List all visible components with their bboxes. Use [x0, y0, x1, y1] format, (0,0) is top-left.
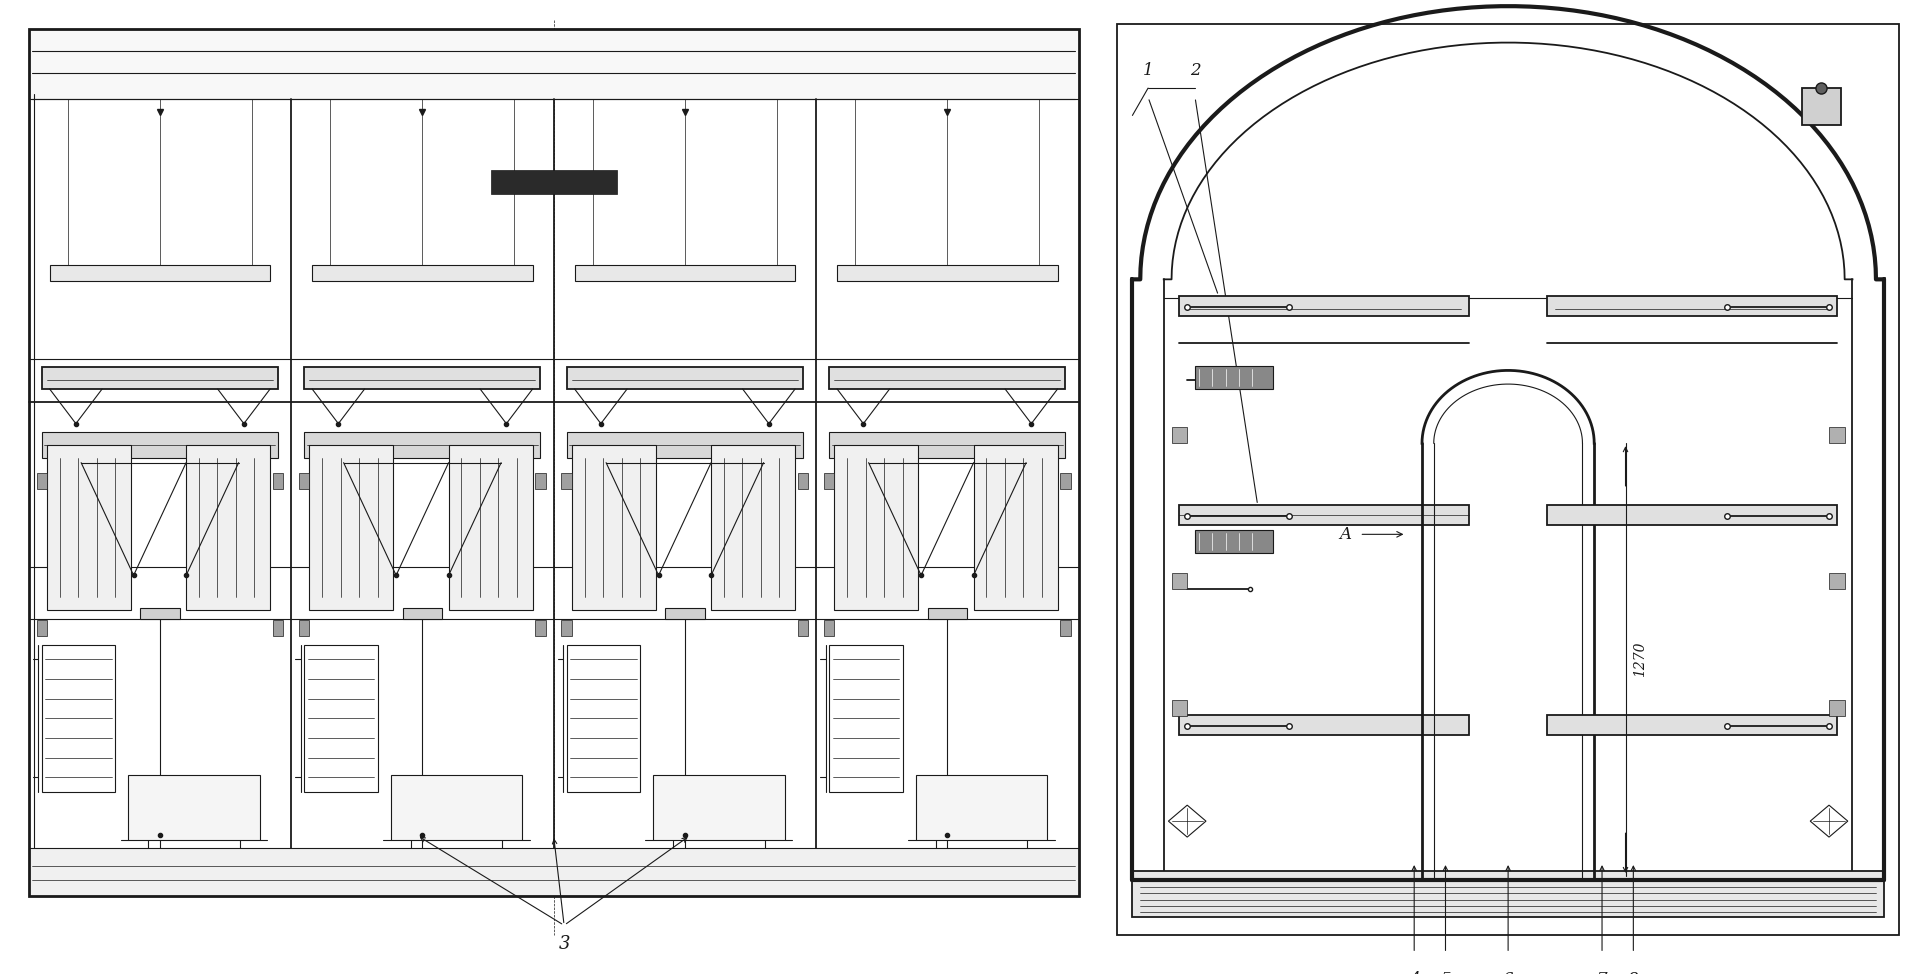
Bar	[535, 473, 546, 489]
Bar	[561, 473, 573, 489]
Text: 1: 1	[1143, 62, 1153, 79]
Bar	[1180, 506, 1470, 525]
Bar	[185, 445, 269, 610]
Bar	[573, 445, 657, 610]
Bar	[1829, 427, 1844, 443]
Bar	[798, 473, 808, 489]
Bar	[50, 265, 269, 281]
Bar	[304, 432, 540, 459]
Bar	[29, 848, 1079, 896]
Bar	[567, 367, 804, 389]
Bar	[1132, 872, 1884, 917]
Bar	[1180, 715, 1470, 734]
Bar	[1172, 700, 1187, 717]
Bar	[535, 620, 546, 636]
Bar	[829, 432, 1065, 459]
Bar	[974, 445, 1058, 610]
Bar	[1829, 700, 1844, 717]
Text: 8: 8	[1628, 971, 1638, 974]
Bar	[29, 29, 1079, 896]
Bar	[567, 432, 804, 459]
Bar	[42, 645, 115, 792]
Bar	[300, 620, 309, 636]
Bar	[710, 445, 794, 610]
Bar	[567, 645, 640, 792]
Bar	[1829, 573, 1844, 589]
Bar	[928, 609, 968, 618]
Bar	[309, 445, 393, 610]
Bar	[825, 620, 834, 636]
Text: A: A	[1340, 526, 1352, 543]
Text: 6: 6	[1502, 971, 1514, 974]
Text: 3: 3	[557, 935, 571, 953]
Bar	[653, 774, 785, 840]
Bar	[449, 445, 533, 610]
Bar	[829, 645, 903, 792]
Bar	[836, 265, 1058, 281]
Bar	[1117, 24, 1899, 935]
Bar	[273, 473, 283, 489]
Bar	[1059, 620, 1071, 636]
Text: 7: 7	[1596, 971, 1607, 974]
Bar	[42, 432, 279, 459]
Bar	[1172, 573, 1187, 589]
Bar	[1059, 473, 1071, 489]
Bar	[139, 609, 179, 618]
Text: 4: 4	[1409, 971, 1420, 974]
Bar	[128, 774, 260, 840]
Bar	[311, 265, 533, 281]
Bar	[575, 265, 796, 281]
Bar	[834, 445, 918, 610]
Text: 1270: 1270	[1634, 642, 1647, 677]
Bar	[1195, 366, 1273, 389]
Bar	[391, 774, 523, 840]
Bar	[1546, 506, 1836, 525]
Bar	[491, 169, 617, 194]
Bar	[1172, 427, 1187, 443]
Bar	[561, 620, 573, 636]
Bar	[1195, 530, 1273, 552]
Bar	[300, 473, 309, 489]
Bar	[664, 609, 704, 618]
Bar	[916, 774, 1046, 840]
Bar	[798, 620, 808, 636]
Text: 2: 2	[1189, 62, 1201, 79]
Bar	[48, 445, 132, 610]
Bar	[829, 367, 1065, 389]
Bar	[304, 645, 378, 792]
Bar	[1546, 715, 1836, 734]
Bar	[825, 473, 834, 489]
Bar	[36, 473, 48, 489]
Bar	[1546, 296, 1836, 316]
Bar	[1802, 88, 1840, 125]
Bar	[304, 367, 540, 389]
Bar	[273, 620, 283, 636]
Bar	[42, 367, 279, 389]
Text: 5: 5	[1439, 971, 1451, 974]
Bar	[29, 29, 1079, 98]
Bar	[36, 620, 48, 636]
Bar	[403, 609, 443, 618]
Bar	[1180, 296, 1470, 316]
